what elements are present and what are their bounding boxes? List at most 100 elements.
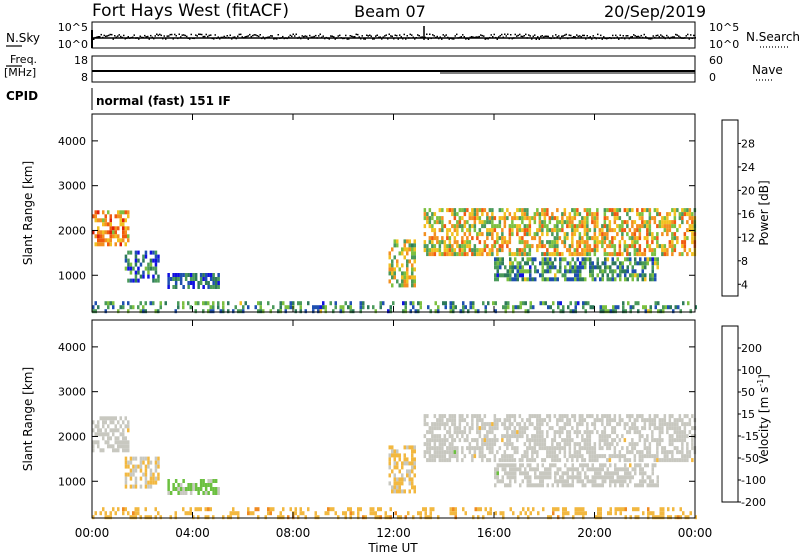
nsearch-label: N.Search [746, 30, 800, 44]
velocity-echo-cell [411, 457, 414, 462]
power-echo-cell [99, 218, 102, 223]
power-echo-cell [644, 261, 647, 266]
velocity-echo-cell [619, 483, 622, 488]
velocity-echo-cell [579, 471, 582, 476]
power-echo-cell [172, 285, 175, 289]
velocity-echo-cell [97, 420, 100, 425]
power-echo-cell [124, 234, 127, 239]
velocity-echo-cell [581, 458, 584, 463]
power-echo-cell [521, 208, 524, 213]
power-echo-cell [157, 278, 160, 283]
power-echo-cell [541, 265, 544, 270]
power-echo-cell [676, 236, 679, 241]
velocity-echo-cell [569, 475, 572, 480]
power-echo-cell [104, 309, 107, 314]
velocity-echo-cell [586, 475, 589, 480]
power-echo-cell [618, 244, 622, 249]
velocity-echo-cell [456, 426, 459, 431]
power-echo-cell [104, 218, 107, 223]
power-echo-cell [448, 240, 452, 245]
velocity-echo-cell [452, 511, 455, 516]
power-echo-cell [593, 232, 597, 237]
velocity-echo-cell [327, 507, 330, 512]
power-echo-cell [526, 240, 529, 245]
nsky-dot [618, 38, 620, 40]
power-echo-cell [217, 281, 220, 285]
velocity-echo-cell [678, 434, 682, 439]
velocity-echo-cell [503, 454, 507, 459]
velocity-echo-cell [488, 446, 492, 451]
power-echo-cell [209, 309, 212, 314]
power-echo-cell [284, 309, 287, 314]
power-echo-cell [569, 301, 572, 306]
power-echo-cell [388, 267, 391, 272]
velocity-echo-cell [554, 475, 557, 480]
velocity-echo-cell [182, 487, 185, 491]
power-echo-cell [606, 257, 609, 262]
velocity-echo-cell [686, 458, 689, 463]
power-echo-cell [423, 224, 427, 229]
velocity-echo-cell [438, 418, 442, 423]
power-echo-cell [194, 277, 198, 281]
nsky-dot [147, 35, 149, 38]
power-echo-cell [259, 301, 262, 306]
velocity-echo-cell [496, 475, 499, 480]
velocity-echo-cell [683, 454, 687, 459]
velocity-echo-cell [683, 438, 687, 443]
power-echo-cell [636, 208, 639, 213]
velocity-echo-cell [393, 453, 396, 458]
power-echo-cell [471, 212, 474, 217]
velocity-echo-cell [513, 418, 517, 423]
nsky-dot [210, 34, 212, 36]
power-echo-cell [511, 261, 514, 266]
velocity-echo-cell [144, 464, 148, 469]
nsky-dot [577, 35, 579, 38]
velocity-echo-cell [551, 483, 554, 488]
velocity-echo-cell [372, 507, 375, 512]
power-echo-cell [402, 301, 405, 306]
power-echo-cell [571, 216, 574, 221]
power-echo-cell [596, 212, 599, 217]
power-echo-cell [521, 257, 524, 262]
velocity-echo-cell [483, 454, 487, 459]
nsky-dot [120, 35, 122, 38]
power-echo-cell [102, 234, 105, 239]
velocity-echo-cell [489, 511, 492, 516]
power-echo-cell [602, 305, 605, 310]
power-echo-cell [578, 236, 582, 241]
velocity-echo-cell [581, 446, 584, 451]
power-echo-cell [217, 285, 220, 289]
velocity-echo-cell [681, 442, 684, 447]
velocity-echo-cell [406, 461, 409, 466]
velocity-echo-cell [573, 418, 577, 423]
nsky-dot [247, 35, 249, 37]
power-echo-cell [342, 309, 345, 314]
power-echo-cell [686, 236, 689, 241]
power-echo-cell [157, 274, 160, 279]
nsky-dot [552, 35, 554, 37]
power-echo-cell [681, 252, 684, 257]
power-echo-cell [636, 212, 639, 217]
power-echo-cell [541, 220, 544, 225]
velocity-echo-cell [618, 422, 622, 427]
velocity-echo-cell [523, 426, 527, 431]
velocity-echo-cell [676, 458, 679, 463]
power-echo-cell [611, 228, 614, 233]
power-echo-cell [541, 269, 544, 274]
power-echo-cell [179, 281, 183, 285]
nsky-dot [597, 33, 599, 36]
power-echo-cell [619, 265, 622, 270]
power-echo-cell [529, 269, 532, 274]
velocity-echo-cell [509, 475, 512, 480]
nsky-dot [465, 38, 467, 40]
velocity-echo-cell [564, 471, 567, 476]
power-echo-cell [571, 265, 574, 270]
velocity-echo-cell [377, 515, 380, 520]
velocity-echo-cell [147, 456, 150, 461]
power-echo-cell [396, 259, 399, 264]
power-echo-cell [566, 248, 569, 253]
power-echo-cell [478, 240, 482, 245]
velocity-echo-cell [401, 489, 404, 494]
velocity-echo-cell [438, 454, 442, 459]
velocity-echo-cell [626, 422, 629, 427]
